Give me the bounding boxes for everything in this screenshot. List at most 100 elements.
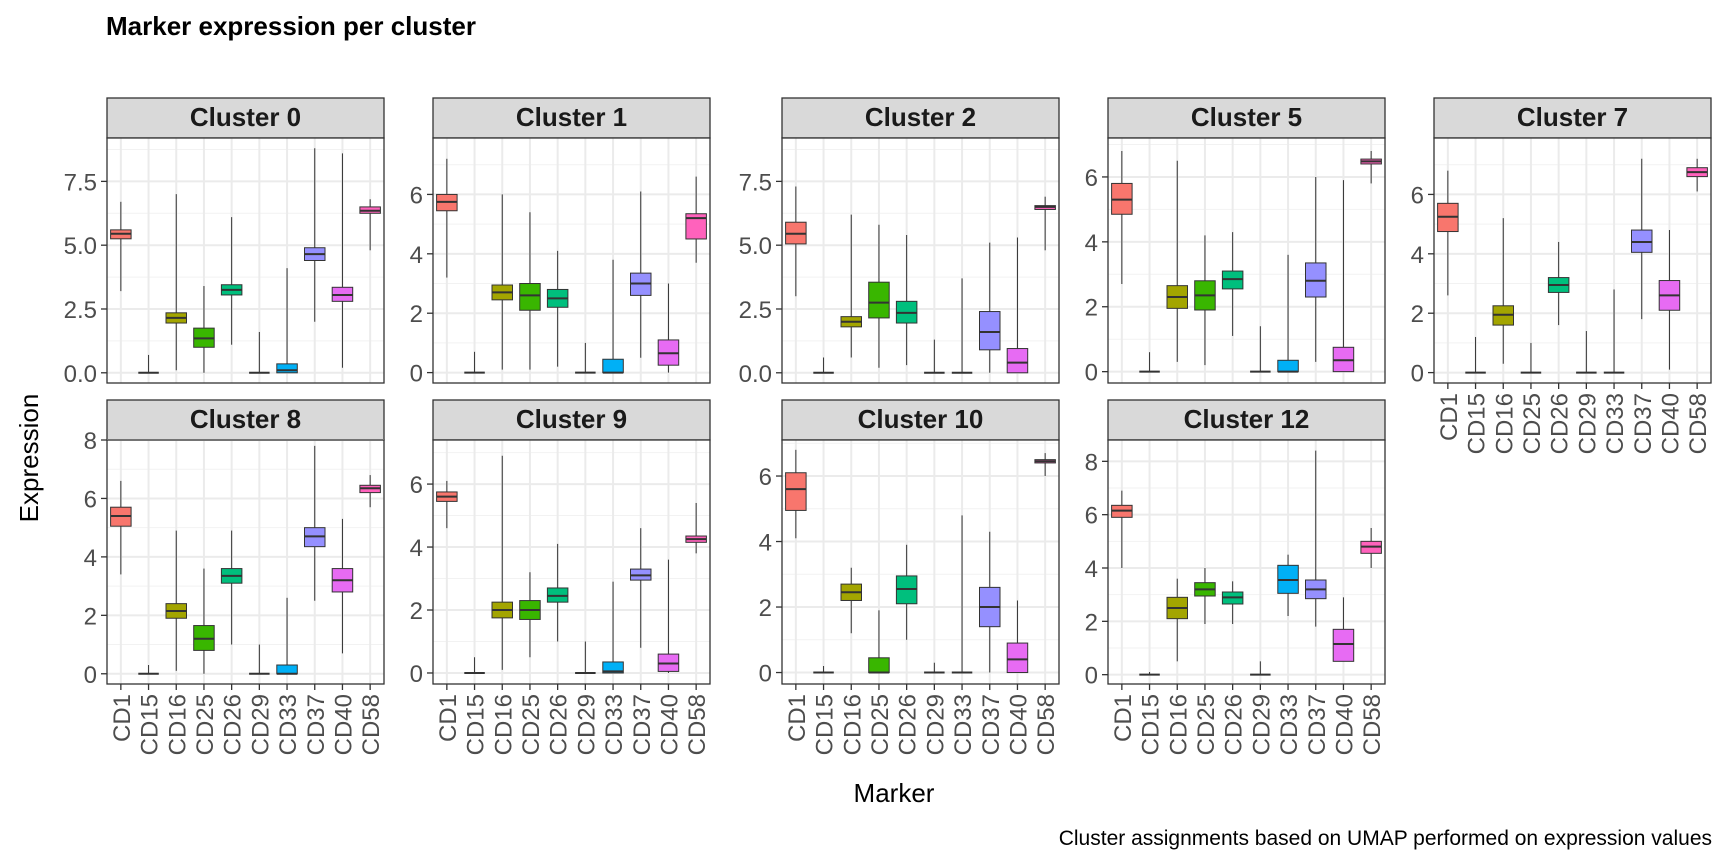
box-cd33 — [602, 358, 624, 374]
facet-label: Cluster 0 — [190, 102, 301, 132]
x-tick-label: CD29 — [573, 694, 600, 755]
y-tick-label: 6 — [1085, 503, 1098, 530]
x-tick-label: CD58 — [1359, 694, 1386, 755]
x-tick-label: CD29 — [922, 694, 949, 755]
facet-label: Cluster 5 — [1191, 102, 1302, 132]
facet-label: Cluster 7 — [1517, 102, 1628, 132]
x-tick-label: CD58 — [684, 694, 711, 755]
chart-caption: Cluster assignments based on UMAP perfor… — [1059, 827, 1712, 850]
y-tick-label: 2 — [759, 595, 772, 622]
x-tick-label: CD40 — [1331, 694, 1358, 755]
facet-strip — [1107, 399, 1386, 441]
y-tick-label: 8 — [84, 428, 97, 455]
panel-border — [781, 439, 1060, 685]
facet-label: Cluster 8 — [190, 404, 301, 434]
x-tick-label: CD25 — [192, 694, 219, 755]
x-tick-label: CD33 — [1602, 393, 1629, 454]
box-cd40 — [1006, 642, 1029, 674]
x-tick-label: CD58 — [358, 694, 385, 755]
x-tick-label: CD58 — [1685, 393, 1712, 454]
facet-panel: Cluster 1 0 2 4 6 — [410, 97, 711, 388]
y-tick-label: 2 — [410, 301, 423, 328]
y-tick-label: 0 — [84, 662, 97, 689]
y-tick-label: 2.5 — [739, 297, 772, 324]
panel-background — [433, 440, 710, 684]
y-tick-label: 4 — [410, 242, 423, 269]
y-tick-label: 4 — [84, 545, 97, 572]
x-tick-label: CD26 — [220, 694, 247, 755]
facet-strip — [1433, 97, 1712, 139]
y-tick-label: 0 — [1085, 360, 1098, 387]
panel-border — [1107, 439, 1386, 685]
y-tick-label: 0 — [410, 661, 423, 688]
box-cd33 — [276, 664, 298, 675]
x-tick-label: CD16 — [1165, 694, 1192, 755]
y-tick-label: 4 — [410, 535, 423, 562]
x-tick-label: CD40 — [330, 694, 357, 755]
x-tick-label: CD1 — [109, 694, 136, 742]
facet-label: Cluster 1 — [516, 102, 627, 132]
y-tick-label: 2 — [1085, 609, 1098, 636]
facet-panel: Cluster 9 0 2 4 6 CD1 CD15 CD16 CD25 CD26 CD29 CD33… — [410, 399, 711, 755]
x-tick-label: CD15 — [137, 694, 164, 755]
x-tick-label: CD1 — [1436, 393, 1463, 441]
chart-title: Marker expression per cluster — [106, 11, 476, 41]
x-tick-label: CD1 — [435, 694, 462, 742]
x-tick-label: CD37 — [978, 694, 1005, 755]
y-tick-label: 5.0 — [739, 233, 772, 260]
y-tick-label: 0 — [1411, 361, 1424, 388]
x-tick-label: CD15 — [812, 694, 839, 755]
panel-border — [1433, 137, 1712, 384]
x-tick-label: CD1 — [1110, 694, 1137, 742]
panel-border — [432, 137, 711, 384]
facet-label: Cluster 10 — [858, 404, 984, 434]
box-cd40 — [1006, 348, 1029, 374]
y-tick-label: 2 — [1085, 295, 1098, 322]
box-cd37 — [979, 311, 1001, 351]
panel-border — [106, 439, 385, 685]
facet-panel: Cluster 0 0.0 2.5 5.0 7.5 — [64, 97, 385, 388]
y-tick-label: 4 — [759, 530, 772, 557]
y-tick-label: 4 — [1085, 556, 1098, 583]
y-tick-label: 7.5 — [739, 169, 772, 196]
y-tick-label: 4 — [1411, 242, 1424, 269]
y-tick-label: 6 — [410, 472, 423, 499]
panel-border — [106, 137, 385, 384]
y-tick-label: 0 — [759, 661, 772, 688]
facet-panel: Cluster 7 0 2 4 6 CD1 CD15 CD16 CD25 CD26 CD29 CD33… — [1411, 97, 1712, 454]
y-tick-label: 6 — [1085, 165, 1098, 192]
y-tick-label: 0.0 — [64, 361, 97, 388]
y-tick-label: 6 — [759, 464, 772, 491]
x-tick-label: CD37 — [303, 694, 330, 755]
facet-label: Cluster 12 — [1184, 404, 1310, 434]
x-tick-label: CD15 — [1138, 694, 1165, 755]
y-tick-label: 2 — [1411, 301, 1424, 328]
x-tick-label: CD16 — [1491, 393, 1518, 454]
x-tick-label: CD33 — [275, 694, 302, 755]
box-cd33 — [602, 661, 624, 674]
facet-strip — [781, 399, 1060, 441]
y-tick-label: 6 — [410, 182, 423, 209]
x-tick-label: CD26 — [1221, 694, 1248, 755]
x-tick-label: CD25 — [867, 694, 894, 755]
facet-label: Cluster 2 — [865, 102, 976, 132]
x-tick-label: CD29 — [247, 694, 274, 755]
facet-strip — [106, 97, 385, 139]
facet-strip — [432, 399, 711, 441]
y-tick-label: 4 — [1085, 230, 1098, 257]
x-tick-label: CD26 — [546, 694, 573, 755]
x-axis-label: Marker — [854, 778, 935, 808]
x-tick-label: CD1 — [784, 694, 811, 742]
facet-strip — [781, 97, 1060, 139]
x-tick-label: CD29 — [1248, 694, 1275, 755]
panel-background — [107, 138, 384, 383]
x-tick-label: CD16 — [839, 694, 866, 755]
y-tick-label: 2 — [84, 603, 97, 630]
facet-panel: Cluster 2 0.0 2.5 5.0 7.5 — [739, 97, 1060, 388]
facet-strip — [1107, 97, 1386, 139]
x-tick-label: CD37 — [1630, 393, 1657, 454]
y-tick-label: 6 — [84, 486, 97, 513]
